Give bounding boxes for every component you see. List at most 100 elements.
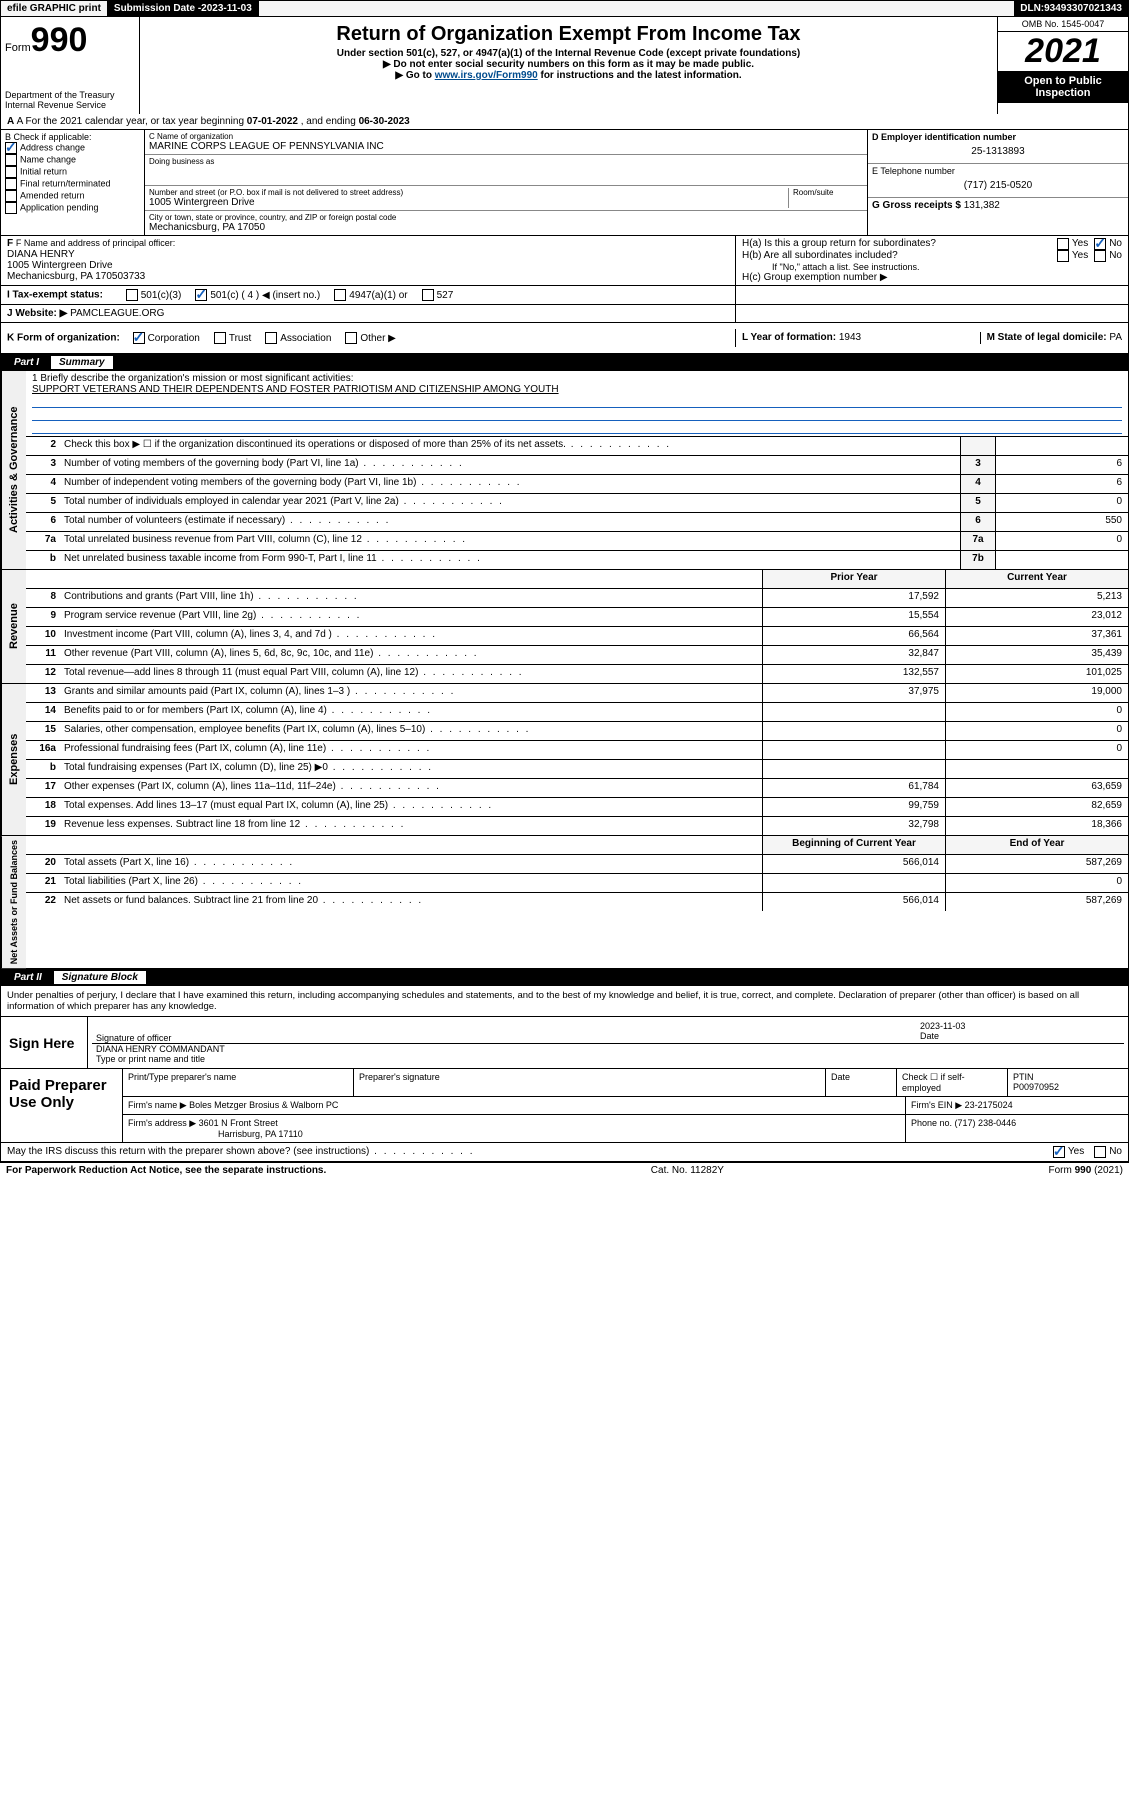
year-formation-value: 1943 xyxy=(839,332,861,343)
form-org-check-1[interactable] xyxy=(214,332,226,344)
gross-receipts-label: G Gross receipts $ xyxy=(872,200,964,211)
vert-governance: Activities & Governance xyxy=(1,371,26,569)
colb-check-1[interactable] xyxy=(5,154,17,166)
firm-phone: (717) 238-0446 xyxy=(955,1118,1017,1128)
mission-text: SUPPORT VETERANS AND THEIR DEPENDENTS AN… xyxy=(32,384,1122,395)
form-number-block: Form990 Department of the Treasury Inter… xyxy=(1,17,140,114)
table-row: 20Total assets (Part X, line 16)566,0145… xyxy=(26,855,1128,874)
colb-check-3[interactable] xyxy=(5,178,17,190)
colb-check-0[interactable] xyxy=(5,142,17,154)
subtitle-3: ▶ Go to www.irs.gov/Form990 for instruct… xyxy=(148,70,989,81)
tax-year: 2021 xyxy=(998,32,1128,71)
discuss-no-checkbox[interactable] xyxy=(1094,1146,1106,1158)
state-domicile-label: M State of legal domicile: xyxy=(987,332,1110,343)
submission-date: Submission Date - 2023-11-03 xyxy=(108,1,259,16)
table-row: bTotal fundraising expenses (Part IX, co… xyxy=(26,760,1128,779)
tax-status-check-0[interactable] xyxy=(126,289,138,301)
vert-net-assets: Net Assets or Fund Balances xyxy=(1,836,26,968)
gross-receipts-value: 131,382 xyxy=(964,200,1000,211)
table-row: 9Program service revenue (Part VIII, lin… xyxy=(26,608,1128,627)
org-name: MARINE CORPS LEAGUE OF PENNSYLVANIA INC xyxy=(149,141,863,152)
mission-question: 1 Briefly describe the organization's mi… xyxy=(32,373,1122,384)
sign-here-label: Sign Here xyxy=(1,1017,88,1068)
form-org-check-3[interactable] xyxy=(345,332,357,344)
table-row: 17Other expenses (Part IX, column (A), l… xyxy=(26,779,1128,798)
subtitle-1: Under section 501(c), 527, or 4947(a)(1)… xyxy=(148,48,989,59)
row-k: K Form of organization: CorporationTrust… xyxy=(0,323,1129,354)
table-row: 12Total revenue—add lines 8 through 11 (… xyxy=(26,665,1128,683)
h-a-no-checkbox[interactable] xyxy=(1094,238,1106,250)
irs-link[interactable]: www.irs.gov/Form990 xyxy=(435,70,538,81)
discuss-yes-checkbox[interactable] xyxy=(1053,1146,1065,1158)
table-row: 14Benefits paid to or for members (Part … xyxy=(26,703,1128,722)
h-a-yes-checkbox[interactable] xyxy=(1057,238,1069,250)
dba-label: Doing business as xyxy=(149,157,863,166)
ptin-value: P00970952 xyxy=(1013,1082,1059,1092)
discuss-row: May the IRS discuss this return with the… xyxy=(1,1142,1128,1161)
col-c-org: C Name of organization MARINE CORPS LEAG… xyxy=(145,130,868,235)
paid-preparer-section: Paid Preparer Use Only Print/Type prepar… xyxy=(1,1068,1128,1142)
footer-right: Form 990 (2021) xyxy=(1049,1165,1123,1176)
colb-check-4[interactable] xyxy=(5,190,17,202)
block-f: F F Name and address of principal office… xyxy=(1,236,736,285)
preparer-name-header: Print/Type preparer's name xyxy=(123,1069,354,1096)
sig-officer-label: Signature of officer xyxy=(96,1033,920,1043)
vert-expenses: Expenses xyxy=(1,684,26,835)
h-b-yes-checkbox[interactable] xyxy=(1057,250,1069,262)
form-org-check-2[interactable] xyxy=(265,332,277,344)
h-a-question: H(a) Is this a group return for subordin… xyxy=(742,238,1057,250)
row-i: I Tax-exempt status: 501(c)(3)501(c) ( 4… xyxy=(0,286,1129,305)
preparer-sig-header: Preparer's signature xyxy=(354,1069,826,1096)
dln: DLN: 93493307021343 xyxy=(1014,1,1128,16)
colb-check-5[interactable] xyxy=(5,202,17,214)
state-domicile-value: PA xyxy=(1109,332,1122,343)
org-name-label: C Name of organization xyxy=(149,132,863,141)
self-employed-check[interactable]: Check ☐ if self-employed xyxy=(897,1069,1008,1096)
part-2-header: Part II Signature Block xyxy=(0,969,1129,986)
phone-value: (717) 215-0520 xyxy=(872,176,1124,195)
section-b-to-g: B Check if applicable: Address changeNam… xyxy=(0,130,1129,236)
part-1-header: Part I Summary xyxy=(0,354,1129,371)
footer: For Paperwork Reduction Act Notice, see … xyxy=(0,1162,1129,1178)
vert-revenue: Revenue xyxy=(1,570,26,683)
tax-exempt-label: I Tax-exempt status: xyxy=(7,290,103,301)
footer-left: For Paperwork Reduction Act Notice, see … xyxy=(6,1165,326,1176)
prior-year-header: Prior Year xyxy=(762,570,945,588)
firm-name: Boles Metzger Brosius & Walborn PC xyxy=(189,1100,338,1110)
block-h: H(a) Is this a group return for subordin… xyxy=(736,236,1128,285)
website-label: J Website: ▶ xyxy=(7,308,70,319)
colb-check-2[interactable] xyxy=(5,166,17,178)
table-row: 10Investment income (Part VIII, column (… xyxy=(26,627,1128,646)
ein-label: D Employer identification number xyxy=(872,132,1124,142)
preparer-date-header: Date xyxy=(826,1069,897,1096)
col-b-label: B Check if applicable: xyxy=(5,132,140,142)
h-b-no-checkbox[interactable] xyxy=(1094,250,1106,262)
year-formation-label: L Year of formation: xyxy=(742,332,839,343)
col-b-checkboxes: B Check if applicable: Address changeNam… xyxy=(1,130,145,235)
governance-section: Activities & Governance 1 Briefly descri… xyxy=(0,371,1129,570)
firm-ein: 23-2175024 xyxy=(965,1100,1013,1110)
year-block: OMB No. 1545-0047 2021 Open to Public In… xyxy=(998,17,1128,114)
sig-name-title: DIANA HENRY COMMANDANT xyxy=(96,1044,1120,1054)
paid-preparer-label: Paid Preparer Use Only xyxy=(1,1069,123,1142)
current-year-header: Current Year xyxy=(945,570,1128,588)
table-row: 6Total number of volunteers (estimate if… xyxy=(26,513,1128,532)
tax-status-check-3[interactable] xyxy=(422,289,434,301)
tax-status-check-1[interactable] xyxy=(195,289,207,301)
signature-block: Under penalties of perjury, I declare th… xyxy=(0,986,1129,1162)
table-row: 5Total number of individuals employed in… xyxy=(26,494,1128,513)
form-org-check-0[interactable] xyxy=(133,332,145,344)
firm-addr1: 3601 N Front Street xyxy=(199,1118,278,1128)
table-row: 3Number of voting members of the governi… xyxy=(26,456,1128,475)
firm-addr2: Harrisburg, PA 17110 xyxy=(218,1129,303,1139)
tax-status-check-2[interactable] xyxy=(334,289,346,301)
table-row: 8Contributions and grants (Part VIII, li… xyxy=(26,589,1128,608)
irs-label: Internal Revenue Service xyxy=(5,100,135,110)
table-row: 13Grants and similar amounts paid (Part … xyxy=(26,684,1128,703)
website-value: PAMCLEAGUE.ORG xyxy=(70,308,164,319)
room-label: Room/suite xyxy=(788,188,863,208)
h-b-question: H(b) Are all subordinates included? xyxy=(742,250,1057,262)
efile-label[interactable]: efile GRAPHIC print xyxy=(1,1,108,16)
officer-addr1: 1005 Wintergreen Drive xyxy=(7,260,729,271)
subtitle-2: ▶ Do not enter social security numbers o… xyxy=(148,59,989,70)
